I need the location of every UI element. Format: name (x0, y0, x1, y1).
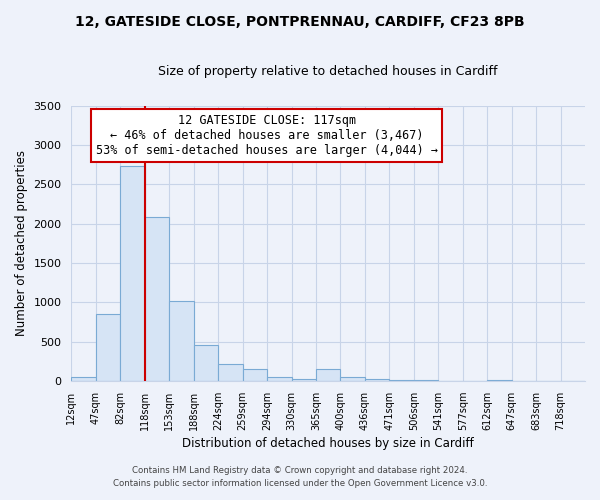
Bar (121, 166, 145, 381)
Bar (145, 217, 169, 381)
Bar (365, 380, 389, 381)
Bar (340, 376, 365, 381)
Bar (71, 376, 96, 381)
Bar (169, 302, 194, 381)
Text: Contains HM Land Registry data © Crown copyright and database right 2024.
Contai: Contains HM Land Registry data © Crown c… (113, 466, 487, 487)
Bar (194, 345, 218, 381)
Text: 12, GATESIDE CLOSE, PONTPRENNAU, CARDIFF, CF23 8PB: 12, GATESIDE CLOSE, PONTPRENNAU, CARDIFF… (75, 15, 525, 29)
Bar (316, 369, 340, 381)
Text: 12 GATESIDE CLOSE: 117sqm
← 46% of detached houses are smaller (3,467)
53% of se: 12 GATESIDE CLOSE: 117sqm ← 46% of detac… (95, 114, 437, 157)
Bar (218, 364, 242, 381)
Bar (267, 376, 292, 381)
X-axis label: Distribution of detached houses by size in Cardiff: Distribution of detached houses by size … (182, 437, 474, 450)
Y-axis label: Number of detached properties: Number of detached properties (15, 150, 28, 336)
Bar (292, 379, 316, 381)
Title: Size of property relative to detached houses in Cardiff: Size of property relative to detached ho… (158, 65, 498, 78)
Bar (96, 314, 121, 381)
Bar (242, 370, 267, 381)
